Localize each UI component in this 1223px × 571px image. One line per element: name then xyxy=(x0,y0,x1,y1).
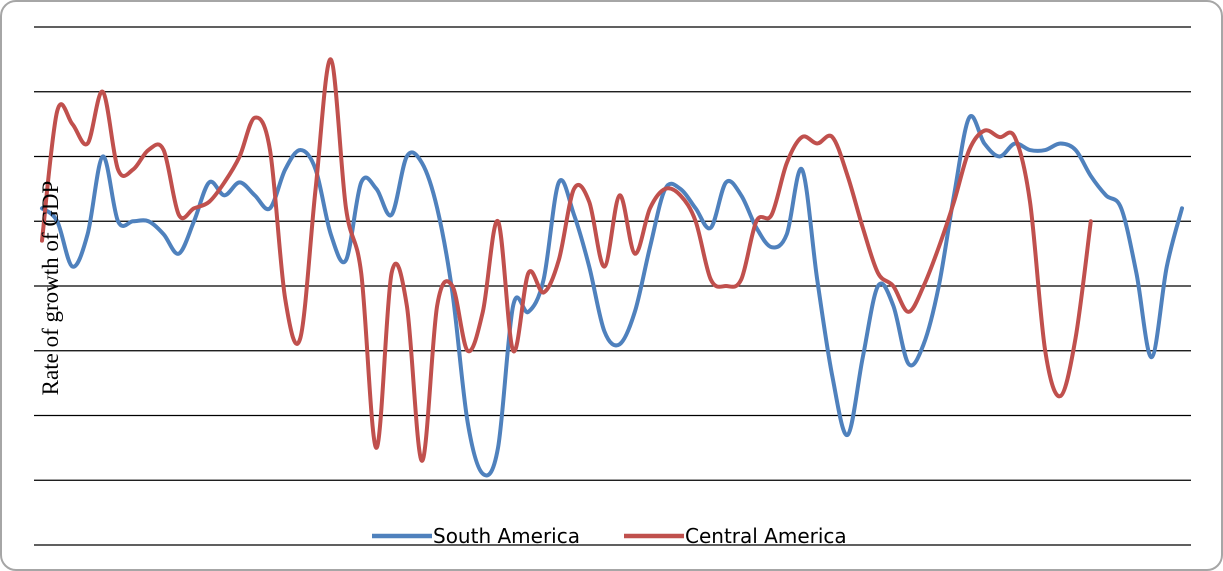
legend-label: South America xyxy=(433,524,580,548)
legend-label: Central America xyxy=(685,524,847,548)
legend: South America Central America xyxy=(372,524,847,548)
series-line-south-america xyxy=(40,114,1184,478)
gridlines xyxy=(34,26,1191,546)
y-axis-label: Rate of growth of GDP xyxy=(38,181,63,396)
series-layer xyxy=(40,57,1184,478)
series-line-central-america xyxy=(40,57,1093,463)
